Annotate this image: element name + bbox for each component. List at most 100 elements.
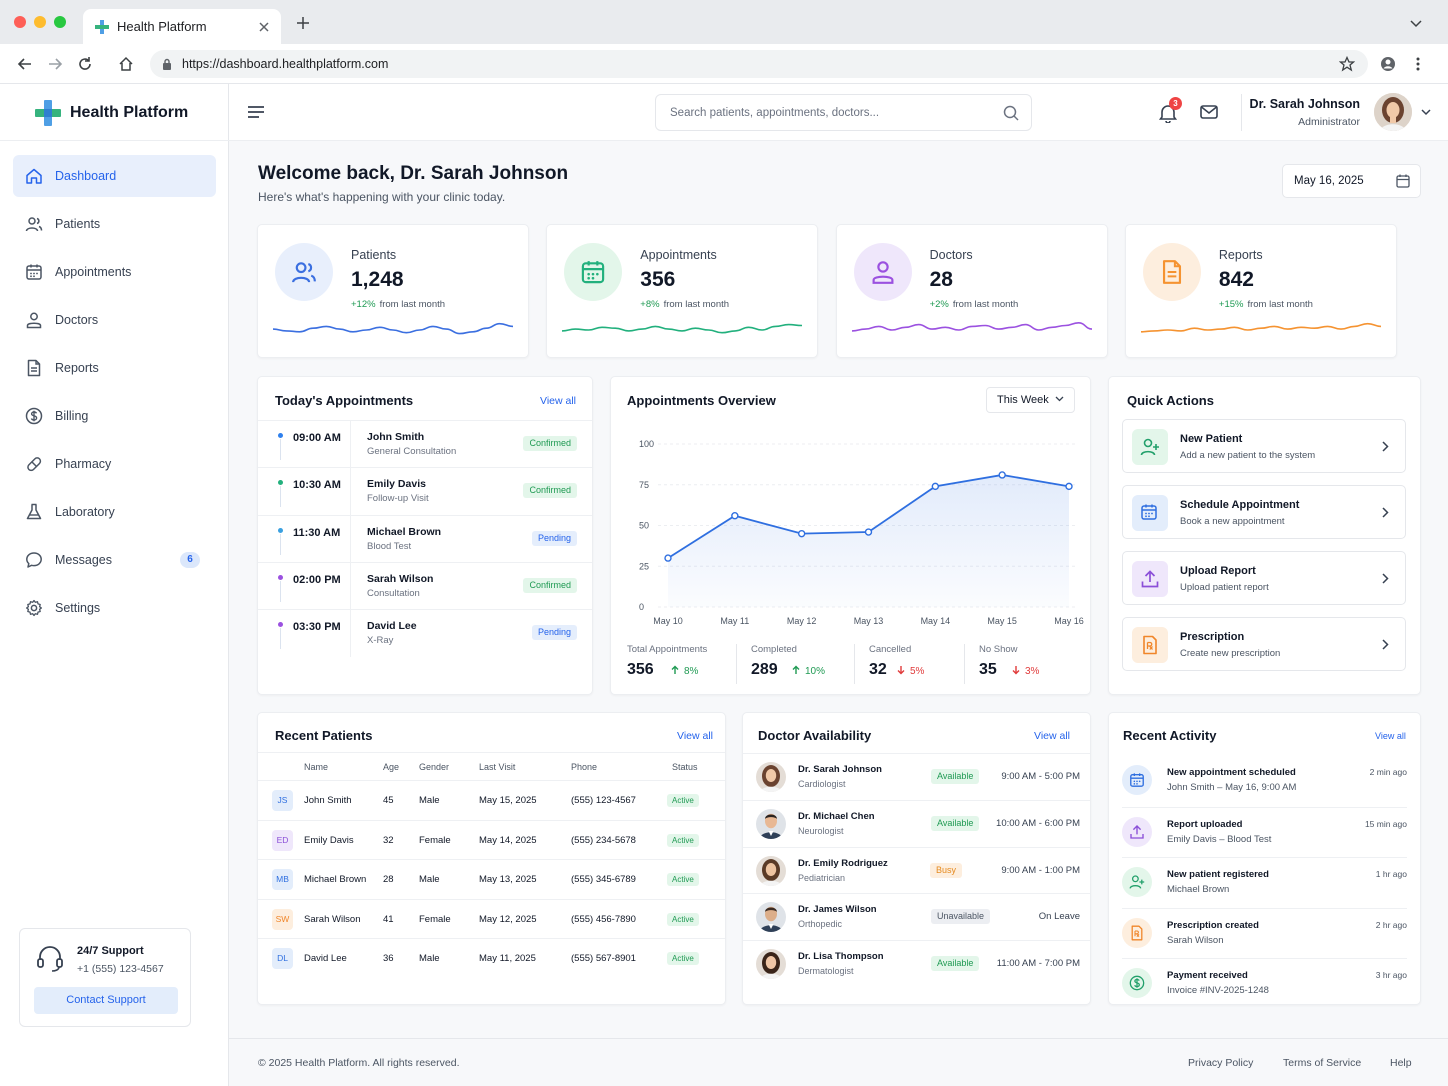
gear-icon [25,599,43,617]
contact-support-button[interactable]: Contact Support [34,987,178,1014]
table-row[interactable]: ED Emily Davis 32 Female May 14, 2025 (555) 2… [258,819,725,860]
view-all-link[interactable]: View all [1375,731,1406,741]
data-point[interactable] [998,471,1006,479]
appointments-overview-card: Appointments Overview This Week 100 75 50 2… [610,376,1091,695]
profile-icon[interactable] [1380,56,1396,72]
sidebar-item-reports[interactable]: Reports [13,347,216,389]
stat-card-patients[interactable]: Patients 1,248 +12% from last month [257,224,529,358]
appointment-row[interactable]: 03:30 PM David Lee X-Ray Pending [258,609,592,658]
flask-icon [25,503,43,521]
sidebar-item-settings[interactable]: Settings [13,587,216,629]
hamburger-menu-icon[interactable] [247,105,265,119]
data-point[interactable] [1065,482,1073,491]
sidebar-item-label: Appointments [55,265,132,279]
tab-search-chevron-icon[interactable] [1410,20,1422,28]
stat-card-doctors[interactable]: Doctors 28 +2% from last month [835,224,1108,358]
data-point[interactable] [731,512,739,520]
stat-change: +12% from last month [351,299,445,310]
doctor-row[interactable]: Dr. Sarah Johnson Cardiologist Available 9:… [743,753,1090,800]
appointment-row[interactable]: 10:30 AM Emily Davis Follow-up Visit Confir… [258,467,592,516]
brand-logo[interactable]: Health Platform [26,100,188,126]
doctor-specialty: Pediatrician [798,872,846,883]
search-input[interactable] [656,95,996,130]
doctor-avatar [756,808,786,839]
address-bar[interactable]: https://dashboard.healthplatform.com [150,50,1368,78]
table-row[interactable]: JS John Smith 45 Male May 15, 2025 (555) 123-… [258,780,725,820]
doctor-row[interactable]: Dr. Lisa Thompson Dermatologist Available 1… [743,940,1090,987]
doctor-row[interactable]: Dr. Emily Rodriguez Pediatrician Busy 9:00 … [743,846,1090,894]
table-row[interactable]: DL David Lee 36 Male May 11, 2025 (555) 567-8… [258,938,725,978]
status-badge: Active [667,912,699,926]
maximize-window-button[interactable] [54,16,66,28]
view-all-link[interactable]: View all [677,730,713,742]
view-all-link[interactable]: View all [1034,730,1070,742]
view-all-link[interactable]: View all [540,395,576,407]
search-icon[interactable] [1003,105,1019,121]
range-select[interactable]: This Week [986,387,1075,413]
stat-change-text: from last month [663,299,730,310]
table-row[interactable]: MB Michael Brown 28 Male May 13, 2025 (555) 3… [258,859,725,899]
y-tick-label: 75 [639,480,649,490]
data-point[interactable] [931,482,940,491]
data-point[interactable] [797,529,806,538]
sidebar-item-dashboard[interactable]: Dashboard [13,155,216,197]
doctor-availability-card: Doctor Availability View all Dr. Sarah J… [742,712,1091,1005]
home-icon[interactable] [118,56,134,72]
quick-action-prescription[interactable]: Prescription Create new prescription [1122,617,1406,671]
close-tab-icon[interactable] [259,21,269,32]
table-row[interactable]: SW Sarah Wilson 41 Female May 12, 2025 (555) … [258,898,725,939]
sidebar-item-laboratory[interactable]: Laboratory [13,491,216,533]
date-picker[interactable]: May 16, 2025 [1282,164,1421,198]
new-tab-icon[interactable] [296,16,310,30]
user-menu-chevron-icon[interactable] [1421,109,1431,116]
browser-tab[interactable]: Health Platform [83,9,281,44]
doctor-hours: 10:00 AM - 6:00 PM [996,817,1080,829]
terms-of-service-link[interactable]: Terms of Service [1283,1057,1362,1069]
privacy-policy-link[interactable]: Privacy Policy [1188,1057,1254,1069]
minimize-window-button[interactable] [34,16,46,28]
sidebar-item-patients[interactable]: Patients [13,203,216,245]
quick-action-new-patient[interactable]: New Patient Add a new patient to the syst… [1122,419,1406,473]
activity-item[interactable]: New patient registered Michael Brown 1 hr … [1122,857,1407,907]
sidebar-item-messages[interactable]: Messages 6 [13,539,216,581]
activity-item[interactable]: Payment received Invoice #INV-2025-1248 3 … [1122,958,1407,1008]
activity-item[interactable]: Report uploaded Emily Davis – Blood Test 1… [1122,806,1407,857]
stat-card-appointments[interactable]: Appointments 356 +8% from last month [546,224,819,358]
doctor-row[interactable]: Dr. James Wilson Orthopedic Unavailable On … [743,893,1090,940]
sidebar-item-billing[interactable]: Billing [13,395,216,437]
timeline-dot [278,433,283,438]
doctor-specialty: Neurologist [798,825,844,836]
sidebar-item-doctors[interactable]: Doctors [13,299,216,341]
timeline-line [280,439,281,460]
divider [350,515,351,563]
appointment-row[interactable]: 09:00 AM John Smith General Consultation Co… [258,420,592,468]
appointment-row[interactable]: 02:00 PM Sarah Wilson Consultation Confirme… [258,561,592,610]
bookmark-star-icon[interactable] [1339,56,1355,72]
stat-card-reports[interactable]: Reports 842 +15% from last month [1124,224,1397,358]
user-name[interactable]: Dr. Sarah Johnson [1249,97,1360,111]
avatar[interactable] [1374,93,1412,131]
sidebar-item-pharmacy[interactable]: Pharmacy [13,443,216,485]
data-point[interactable] [664,554,672,562]
help-link[interactable]: Help [1390,1057,1412,1069]
appointment-row[interactable]: 11:30 AM Michael Brown Blood Test Pending [258,514,592,563]
cell-age: 45 [383,795,394,806]
forward-arrow-icon[interactable] [47,56,63,72]
doctor-row[interactable]: Dr. Michael Chen Neurologist Available 10:0… [743,799,1090,847]
x-tick-label: May 16 [1054,616,1084,626]
data-point[interactable] [864,528,873,536]
reload-icon[interactable] [77,56,93,72]
back-arrow-icon[interactable] [17,56,33,72]
quick-action-schedule-appointment[interactable]: Schedule Appointment Book a new appointme… [1122,485,1406,539]
recent-activity-card: Recent Activity View all New appointment… [1108,712,1421,1005]
activity-item[interactable]: New appointment scheduled John Smith – Ma… [1122,756,1407,806]
activity-item[interactable]: Prescription created Sarah Wilson 2 hr ago [1122,907,1407,958]
column-header: Phone [571,762,598,772]
browser-menu-icon[interactable] [1412,56,1424,72]
quick-action-upload-report[interactable]: Upload Report Upload patient report [1122,551,1406,605]
close-window-button[interactable] [14,16,26,28]
mail-icon[interactable] [1200,105,1218,119]
x-tick-label: May 10 [653,616,683,626]
appointment-patient: Michael Brown [367,525,442,538]
sidebar-item-appointments[interactable]: Appointments [13,251,216,293]
